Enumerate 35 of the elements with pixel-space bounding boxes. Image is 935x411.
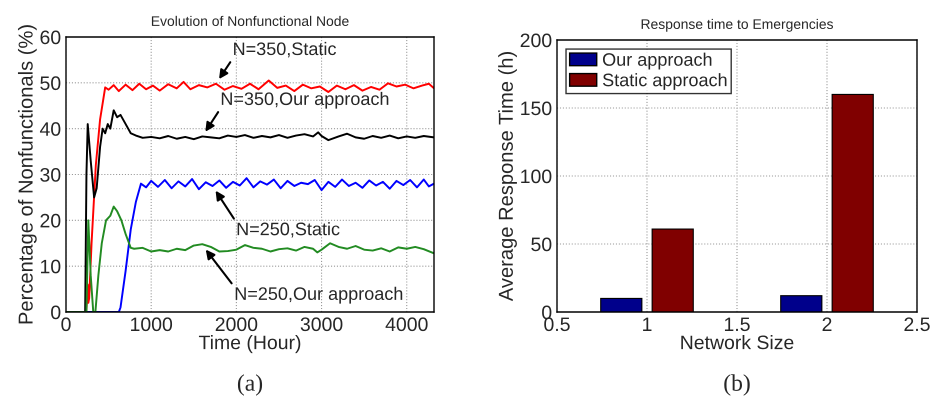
text: (a)	[238, 374, 262, 396]
y-tick-label: 60	[40, 30, 60, 44]
x-tick-label: 1.5	[724, 318, 750, 332]
x-tick-label: 0	[61, 317, 71, 332]
x-tick-label: 2000	[216, 317, 258, 332]
x-tick-label: 2	[822, 317, 832, 331]
annotation: N=350,Our approach	[222, 92, 388, 109]
legend-label: Our approach	[602, 52, 712, 70]
annotation: N=350,Static	[234, 42, 336, 58]
y-axis-title: Average Response Time (h)	[498, 52, 517, 302]
text: (b)	[724, 374, 750, 396]
y-tick-label: 150	[521, 101, 552, 116]
legend-label: Static approach	[602, 73, 726, 90]
y-tick-label: 200	[520, 33, 552, 48]
y-tick-label: 20	[40, 214, 60, 228]
x-tick-label: 0.5	[544, 317, 570, 332]
y-tick-label: 50	[531, 237, 552, 252]
y-axis-title: Percentage of Nonfunctionals (%)	[18, 25, 37, 324]
annotation: N=250,Our approach	[236, 286, 402, 304]
x-tick-label: 1	[643, 318, 652, 331]
chart-title: Evolution of Nonfunctional Node	[152, 16, 349, 26]
annotation: N=250,Static	[238, 222, 340, 238]
y-tick-label: 50	[40, 76, 60, 90]
chart-title: Response time to Emergencies	[642, 18, 833, 32]
y-tick-label: 10	[40, 260, 60, 274]
x-tick-label: 2.5	[904, 317, 930, 332]
x-tick-label: 4000	[386, 317, 428, 332]
y-tick-label: 100	[521, 169, 552, 184]
x-axis-title: Network Size	[681, 334, 794, 350]
y-tick-label: 0	[51, 305, 60, 320]
y-tick-label: 30	[40, 168, 60, 182]
x-tick-label: 1000	[131, 317, 172, 332]
x-tick-label: 3000	[300, 317, 342, 332]
x-axis-title: Time (Hour)	[198, 334, 300, 354]
y-tick-label: 40	[40, 122, 60, 136]
